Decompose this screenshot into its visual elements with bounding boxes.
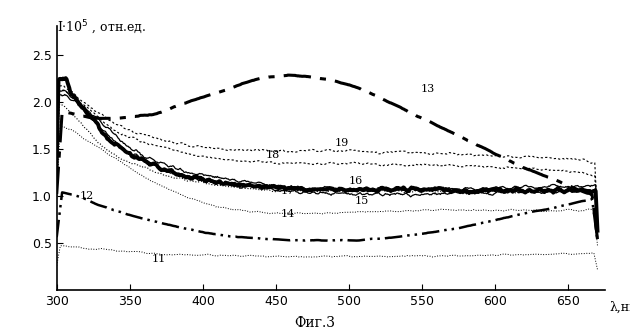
Text: 18: 18 (266, 150, 280, 160)
Text: 13: 13 (421, 84, 435, 94)
Text: 14: 14 (280, 209, 295, 219)
Text: 17: 17 (280, 186, 294, 196)
Text: 12: 12 (80, 191, 94, 201)
Text: λ,нм: λ,нм (609, 301, 630, 314)
Text: 19: 19 (335, 138, 348, 148)
Text: 16: 16 (349, 176, 364, 186)
Text: Фиг.3: Фиг.3 (294, 316, 336, 330)
Text: 15: 15 (355, 196, 369, 206)
Text: I$\cdot$10$^5$ , отн.ед.: I$\cdot$10$^5$ , отн.ед. (57, 19, 146, 37)
Text: 11: 11 (152, 254, 166, 264)
